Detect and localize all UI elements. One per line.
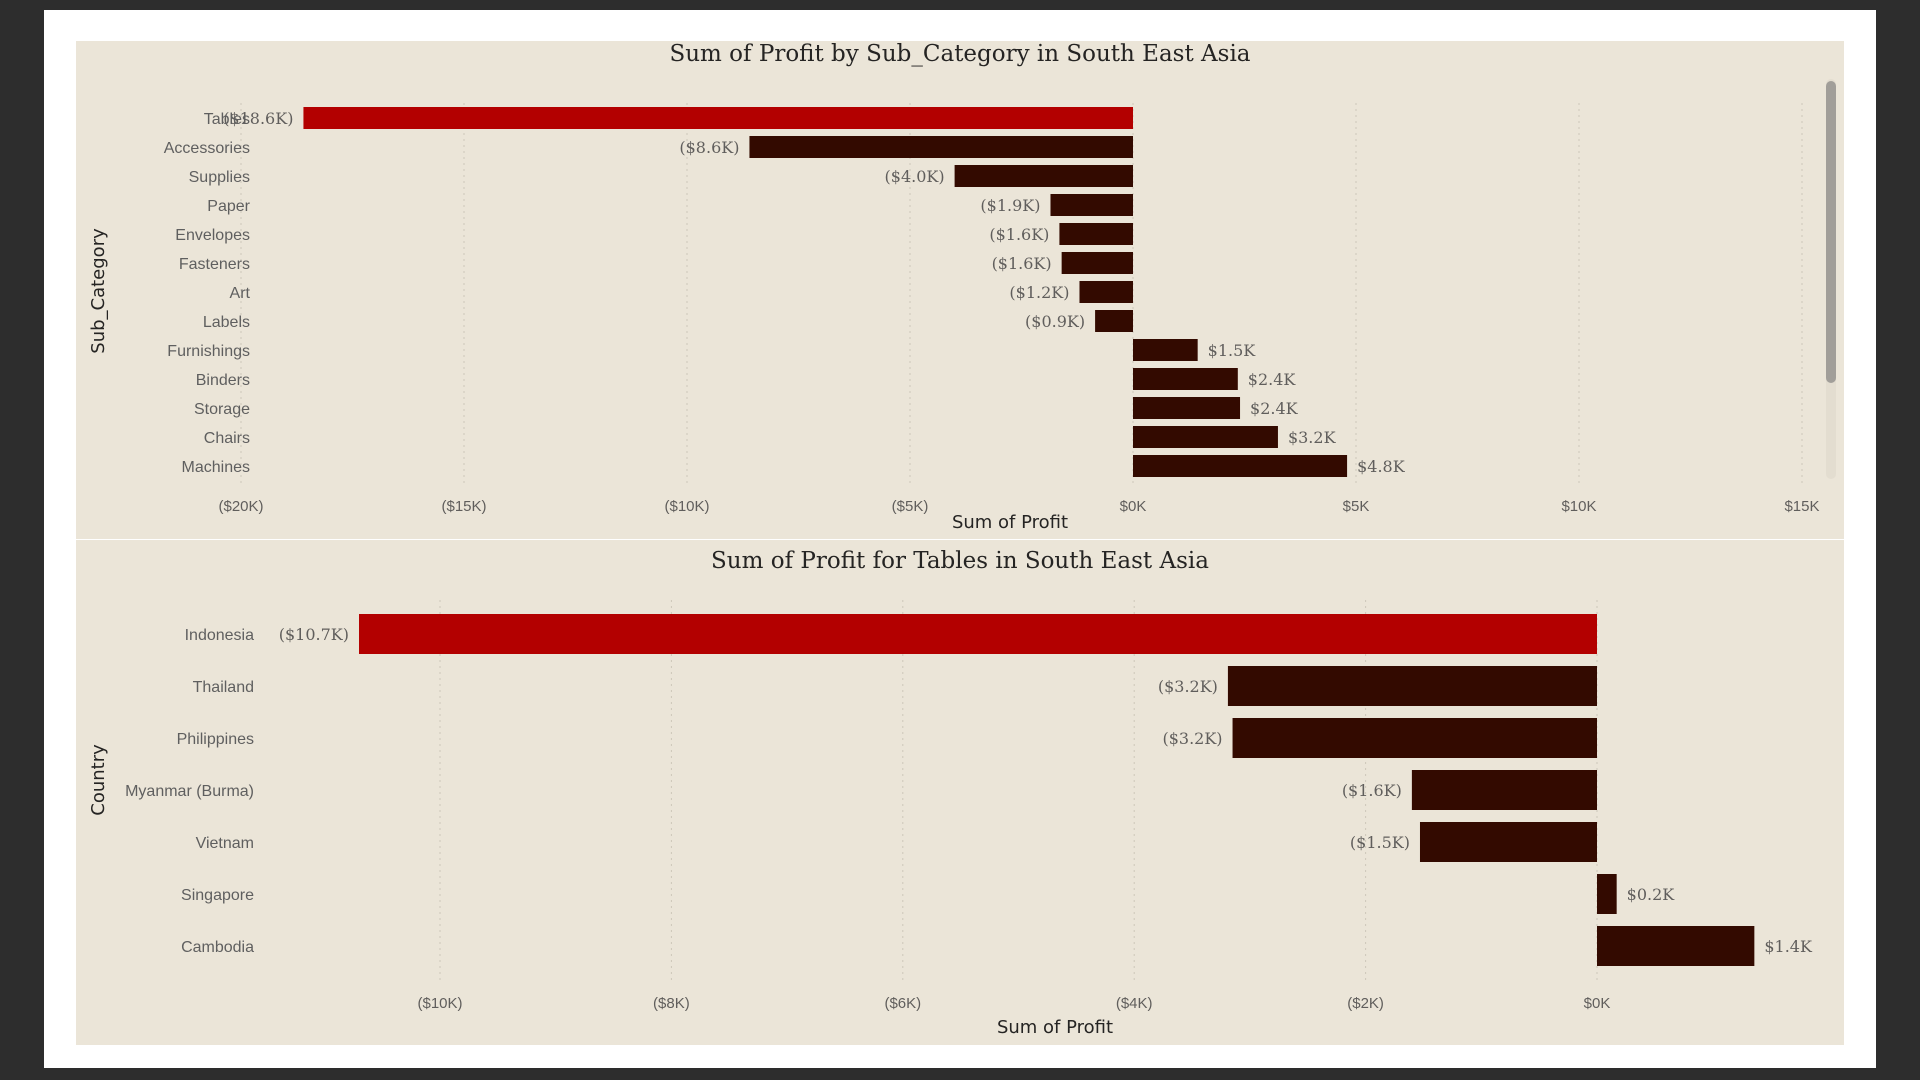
subcategory-chart-svg: Sum of Profit by Sub_Category in South E… <box>88 41 1836 533</box>
y-axis-title: Country <box>88 744 109 816</box>
data-label: $0.2K <box>1627 885 1676 904</box>
bar[interactable] <box>749 136 1133 158</box>
bar[interactable] <box>1597 874 1617 914</box>
x-tick-label: ($10K) <box>417 995 462 1012</box>
data-label: $4.8K <box>1357 457 1406 476</box>
x-tick-label: $15K <box>1784 498 1819 515</box>
country-profit-chart[interactable]: Sum of Profit for Tables in South East A… <box>76 540 1844 1045</box>
category-label: Tables <box>204 111 250 128</box>
category-label: Paper <box>207 198 250 215</box>
category-label: Chairs <box>204 430 250 447</box>
category-label: Thailand <box>193 679 254 696</box>
x-tick-label: ($10K) <box>664 498 709 515</box>
category-label: Indonesia <box>185 627 254 644</box>
x-tick-label: $0K <box>1584 995 1611 1012</box>
x-tick-label: $5K <box>1343 498 1370 515</box>
category-label: Supplies <box>189 169 250 186</box>
bar[interactable] <box>1419 822 1597 862</box>
data-label: $1.5K <box>1208 341 1257 360</box>
chart-title: Sum of Profit for Tables in South East A… <box>711 548 1209 574</box>
x-tick-label: ($6K) <box>884 995 921 1012</box>
category-label: Labels <box>203 314 250 331</box>
bar[interactable] <box>1133 455 1348 477</box>
bar[interactable] <box>1232 718 1597 758</box>
data-label: ($0.9K) <box>1025 312 1085 331</box>
data-label: ($1.5K) <box>1350 833 1410 852</box>
chart-title: Sum of Profit by Sub_Category in South E… <box>669 41 1250 67</box>
data-label: ($1.6K) <box>1342 781 1402 800</box>
x-tick-label: ($8K) <box>653 995 690 1012</box>
bar[interactable] <box>1411 770 1597 810</box>
x-tick-label: ($20K) <box>218 498 263 515</box>
bar[interactable] <box>1050 194 1133 216</box>
data-label: ($1.6K) <box>989 225 1049 244</box>
category-label: Fasteners <box>179 256 250 273</box>
data-label: ($8.6K) <box>679 138 739 157</box>
data-label: $2.4K <box>1250 399 1299 418</box>
category-label: Accessories <box>164 140 250 157</box>
x-tick-label: $10K <box>1561 498 1596 515</box>
subcategory-profit-chart[interactable]: Sum of Profit by Sub_Category in South E… <box>76 41 1844 539</box>
category-label: Vietnam <box>196 835 254 852</box>
category-label: Binders <box>196 372 250 389</box>
x-tick-label: $0K <box>1120 498 1147 515</box>
x-tick-label: ($4K) <box>1116 995 1153 1012</box>
data-label: ($10.7K) <box>279 625 349 644</box>
data-label: ($18.6K) <box>223 109 293 128</box>
x-axis-title: Sum of Profit <box>952 512 1068 533</box>
bar[interactable] <box>1597 926 1755 966</box>
bar[interactable] <box>954 165 1133 187</box>
data-label: ($1.2K) <box>1009 283 1069 302</box>
data-label: $2.4K <box>1248 370 1297 389</box>
data-label: ($1.6K) <box>992 254 1052 273</box>
bar[interactable] <box>1133 339 1198 361</box>
country-chart-svg: Sum of Profit for Tables in South East A… <box>88 548 1813 1038</box>
bar[interactable] <box>1059 223 1133 245</box>
bar[interactable] <box>1095 310 1133 332</box>
scrollbar-thumb[interactable] <box>1826 81 1836 383</box>
bar[interactable] <box>1133 368 1238 390</box>
bar[interactable] <box>1079 281 1133 303</box>
x-tick-label: ($2K) <box>1347 995 1384 1012</box>
category-label: Cambodia <box>181 939 254 956</box>
x-tick-label: ($15K) <box>441 498 486 515</box>
bar[interactable] <box>303 107 1133 129</box>
data-label: ($1.9K) <box>980 196 1040 215</box>
category-label: Storage <box>194 401 250 418</box>
x-axis-title: Sum of Profit <box>997 1017 1113 1038</box>
bar[interactable] <box>1061 252 1133 274</box>
x-tick-label: ($5K) <box>892 498 929 515</box>
y-axis-title: Sub_Category <box>88 228 109 354</box>
bar[interactable] <box>1133 397 1241 419</box>
bar[interactable] <box>1133 426 1278 448</box>
bar[interactable] <box>1227 666 1597 706</box>
category-label: Machines <box>182 459 250 476</box>
data-label: ($3.2K) <box>1162 729 1222 748</box>
category-label: Envelopes <box>175 227 250 244</box>
category-label: Myanmar (Burma) <box>125 783 254 800</box>
category-label: Philippines <box>177 731 254 748</box>
bar[interactable] <box>359 614 1597 654</box>
category-label: Singapore <box>181 887 254 904</box>
data-label: $1.4K <box>1764 937 1813 956</box>
category-label: Furnishings <box>167 343 250 360</box>
report-canvas: Sum of Profit by Sub_Category in South E… <box>44 10 1876 1068</box>
data-label: ($3.2K) <box>1158 677 1218 696</box>
category-label: Art <box>230 285 251 302</box>
data-label: $3.2K <box>1288 428 1337 447</box>
data-label: ($4.0K) <box>885 167 945 186</box>
